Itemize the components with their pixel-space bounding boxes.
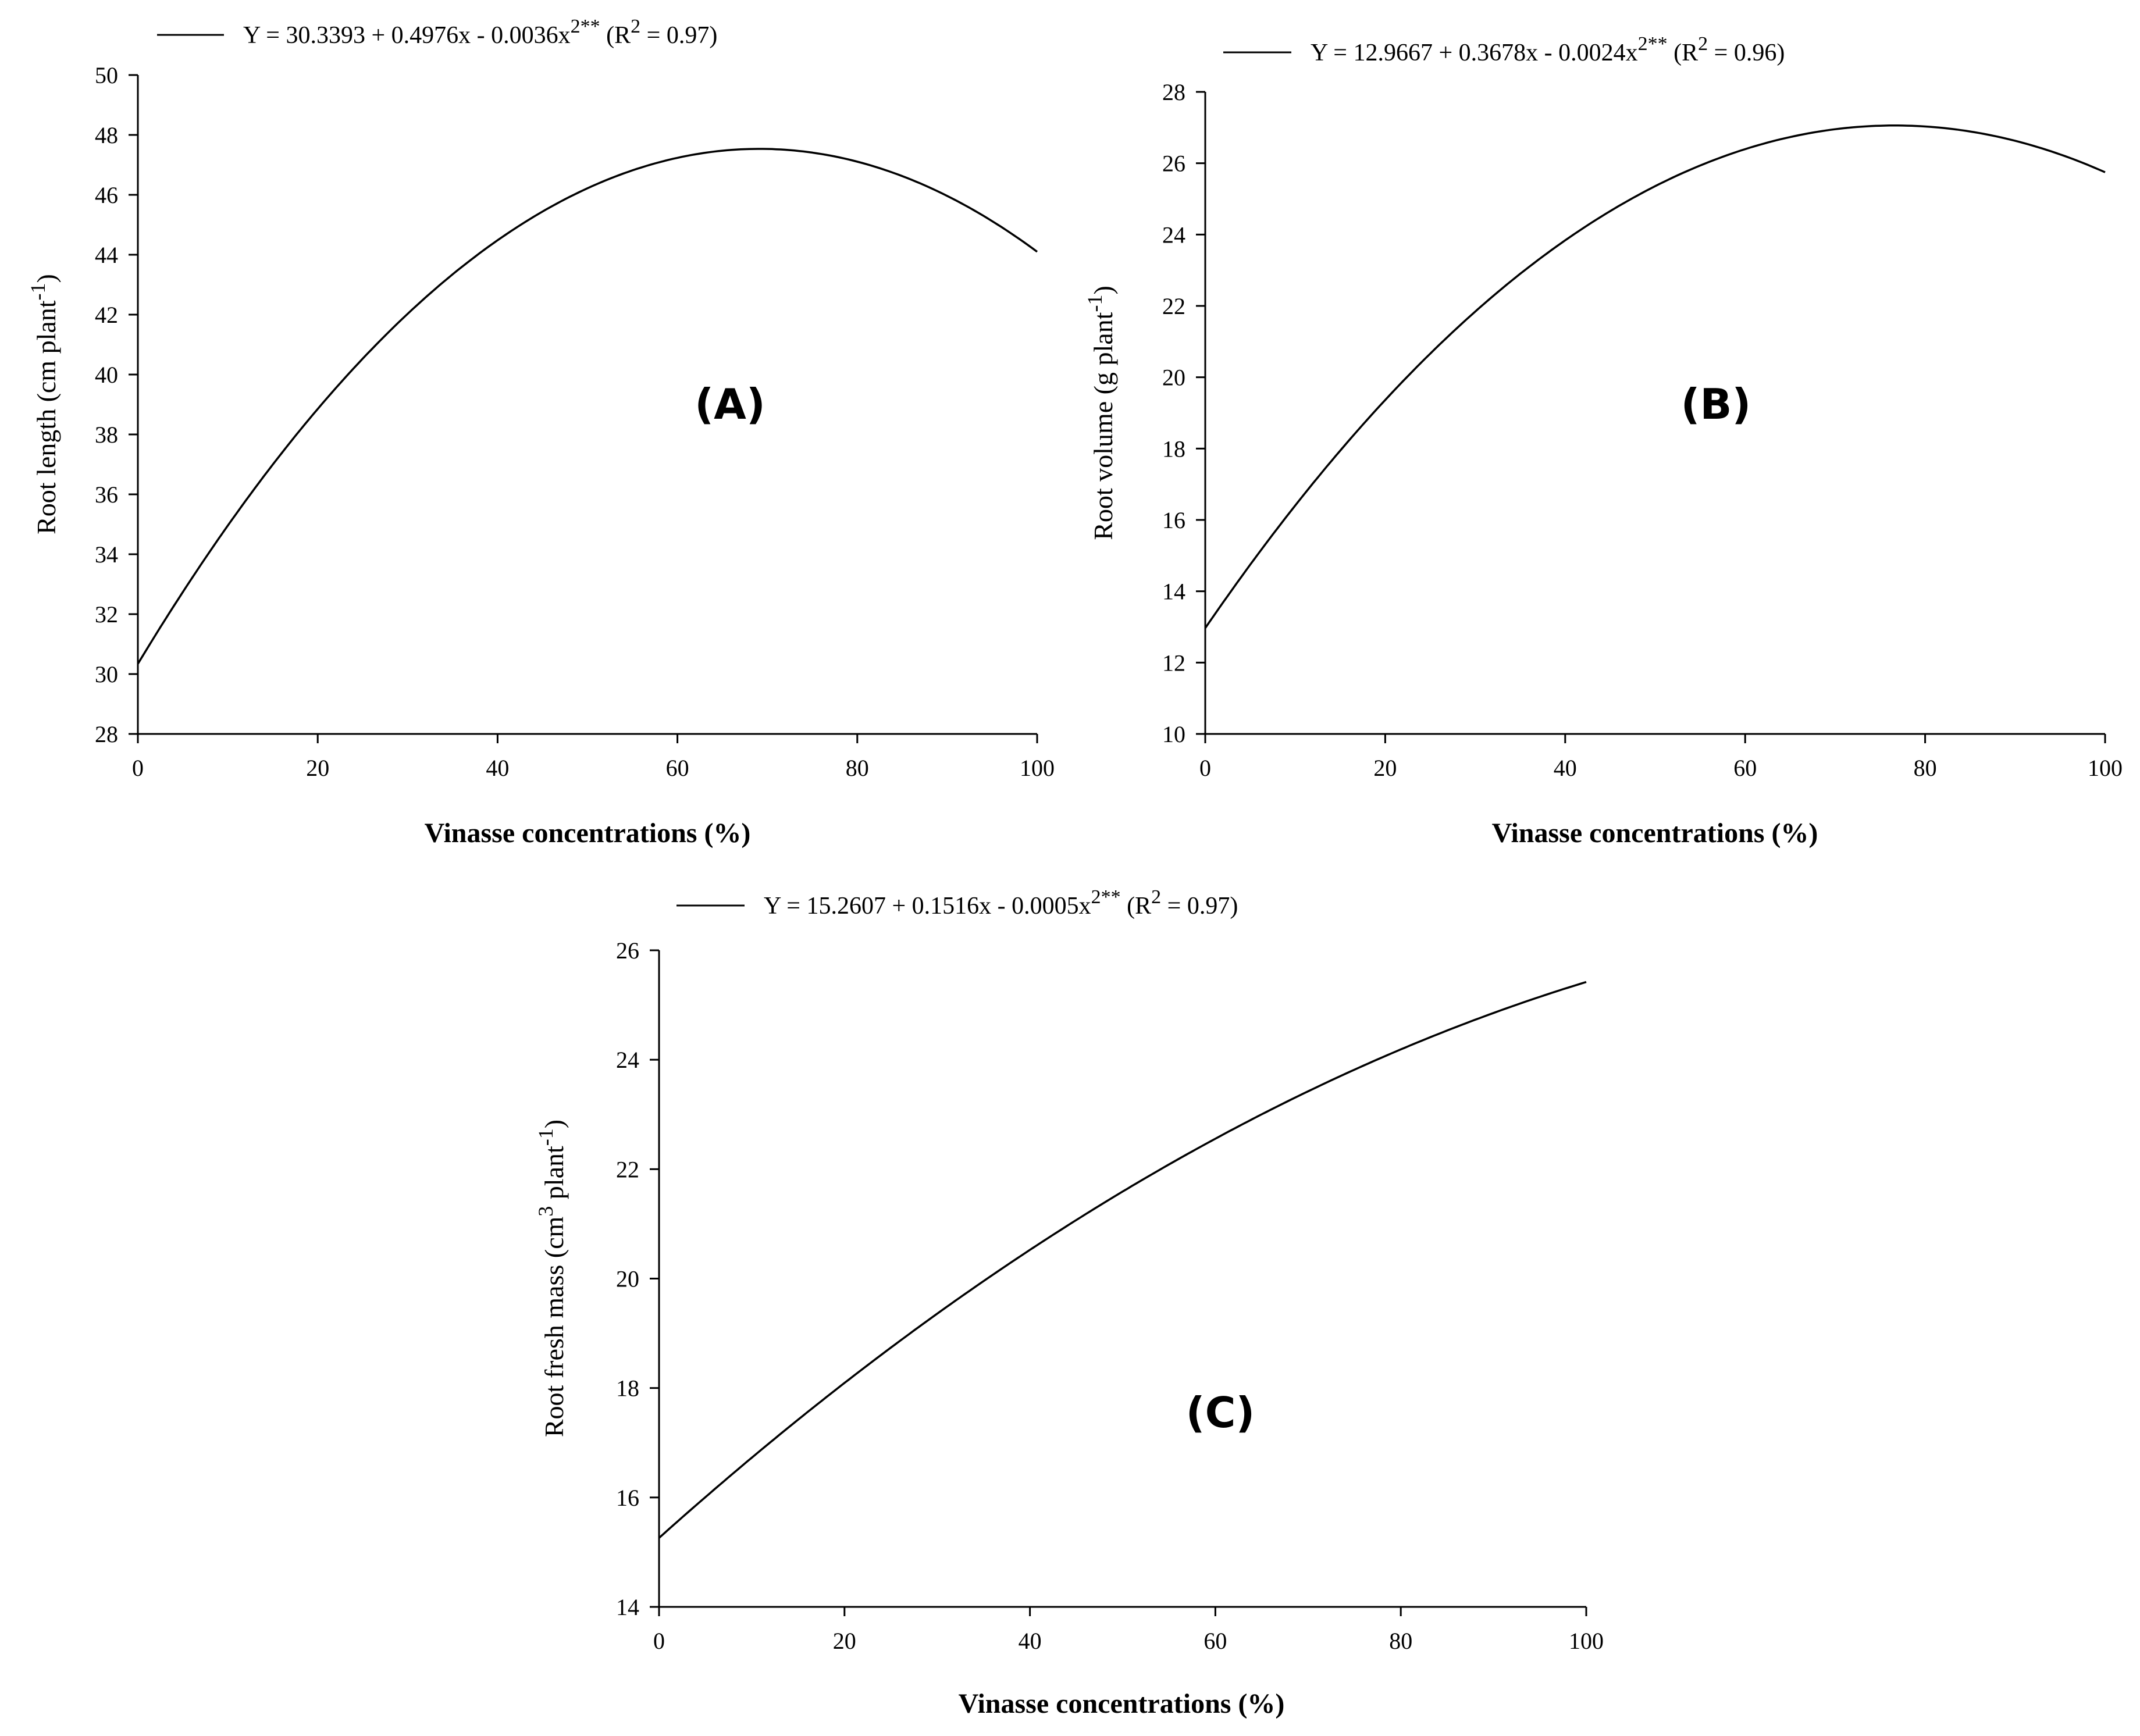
panel-a-y-tick-label: 30 — [95, 661, 118, 687]
chart-panel-c: 14 16 18 20 22 24 26 0 20 40 60 80 100 Y = 15.2607 + … — [534, 886, 1604, 1719]
panel-b-y-tick-label: 28 — [1162, 79, 1185, 105]
panel-b-y-tick-label: 22 — [1162, 293, 1185, 319]
panel-b-y-tick-label: 18 — [1162, 436, 1185, 462]
panel-c-x-tick-label: 60 — [1203, 1628, 1227, 1654]
panel-a-x-axis-title: Vinasse concentrations (%) — [425, 818, 751, 849]
panel-c-x-tick-label: 80 — [1389, 1628, 1412, 1654]
panel-a-y-tick-label: 36 — [95, 482, 118, 508]
chart-panel-b: 10 12 14 16 18 20 22 24 26 28 0 20 40 60 80 100 Y = 12.9… — [1083, 33, 2123, 849]
panel-b-x-tick-label: 0 — [1199, 755, 1211, 781]
panel-a-y-tick-label: 32 — [95, 601, 118, 628]
panel-b-x-tick-label: 20 — [1373, 755, 1397, 781]
panel-a-y-tick-label: 40 — [95, 362, 118, 388]
panel-c-y-tick-label: 14 — [616, 1594, 639, 1620]
panel-a-legend-text: Y = 30.3393 + 0.4976x - 0.0036x2** (R2 =… — [243, 16, 717, 49]
panel-c-x-tick-label: 40 — [1019, 1628, 1042, 1654]
panel-b-y-tick-label: 10 — [1162, 721, 1185, 747]
panel-b-x-tick-label: 100 — [2088, 755, 2123, 781]
panel-b-x-axis-title: Vinasse concentrations (%) — [1492, 818, 1818, 849]
panel-a-label: (A) — [695, 380, 765, 429]
panel-c-y-tick-label: 24 — [616, 1047, 639, 1073]
panel-c-x-tick-label: 100 — [1569, 1628, 1604, 1654]
panel-c-y-tick-label: 18 — [616, 1375, 639, 1402]
panel-c-y-tick-label: 26 — [616, 937, 639, 964]
panel-b-y-tick-label: 24 — [1162, 222, 1185, 248]
panel-b-x-tick-label: 80 — [1914, 755, 1937, 781]
panel-a-series-line — [137, 148, 1038, 665]
panel-c-y-tick-label: 20 — [616, 1266, 639, 1292]
panel-b-y-tick-label: 14 — [1162, 579, 1185, 605]
panel-a-x-tick-label: 60 — [666, 755, 689, 781]
panel-b-y-tick-label: 26 — [1162, 151, 1185, 177]
panel-b-series-line — [1204, 124, 2106, 629]
panel-a-x-tick-label: 0 — [132, 755, 144, 781]
panel-c-x-axis-title: Vinasse concentrations (%) — [959, 1688, 1285, 1719]
panel-c-y-tick-label: 22 — [616, 1156, 639, 1182]
panel-a-y-tick-label: 44 — [95, 242, 118, 268]
panel-b-legend-text: Y = 12.9667 + 0.3678x - 0.0024x2** (R2 =… — [1311, 33, 1785, 66]
panel-a-y-tick-label: 38 — [95, 422, 118, 448]
panel-b-y-tick-label: 16 — [1162, 507, 1185, 533]
panel-a-y-tick-label: 34 — [95, 541, 118, 568]
panel-a-x-tick-label: 20 — [306, 755, 329, 781]
panel-b-x-tick-label: 60 — [1733, 755, 1757, 781]
panel-c-x-tick-label: 20 — [833, 1628, 856, 1654]
panel-b-y-tick-label: 12 — [1162, 650, 1185, 676]
panel-a-y-axis-title: Root length (cm plant-1) — [26, 274, 61, 534]
panel-b-label: (B) — [1681, 380, 1751, 429]
panel-b-x-tick-label: 40 — [1554, 755, 1577, 781]
panel-a-y-tick-label: 28 — [95, 721, 118, 747]
panel-a-x-tick-label: 40 — [486, 755, 509, 781]
panel-c-legend-text: Y = 15.2607 + 0.1516x - 0.0005x2** (R2 =… — [764, 886, 1238, 919]
chart-panel-a: 28 30 32 34 36 38 40 42 44 46 48 50 0 20 40 60 80 100 Y = … — [26, 16, 1055, 849]
panel-a-y-tick-label: 48 — [95, 122, 118, 148]
panel-a-y-tick-label: 50 — [95, 62, 118, 88]
panel-a-x-tick-label: 80 — [846, 755, 869, 781]
panel-c-series-line — [658, 981, 1587, 1539]
panel-a-y-tick-label: 42 — [95, 302, 118, 328]
panel-b-y-axis-title: Root volume (g plant-1) — [1083, 286, 1118, 540]
panel-a-x-tick-label: 100 — [1020, 755, 1055, 781]
panel-a-y-tick-label: 46 — [95, 182, 118, 208]
panel-c-label: (C) — [1186, 1388, 1255, 1437]
panel-c-x-tick-label: 0 — [653, 1628, 665, 1654]
panel-c-y-tick-label: 16 — [616, 1485, 639, 1511]
panel-c-y-axis-title: Root fresh mass (cm3 plant-1) — [534, 1120, 569, 1437]
panel-b-y-tick-label: 20 — [1162, 365, 1185, 391]
